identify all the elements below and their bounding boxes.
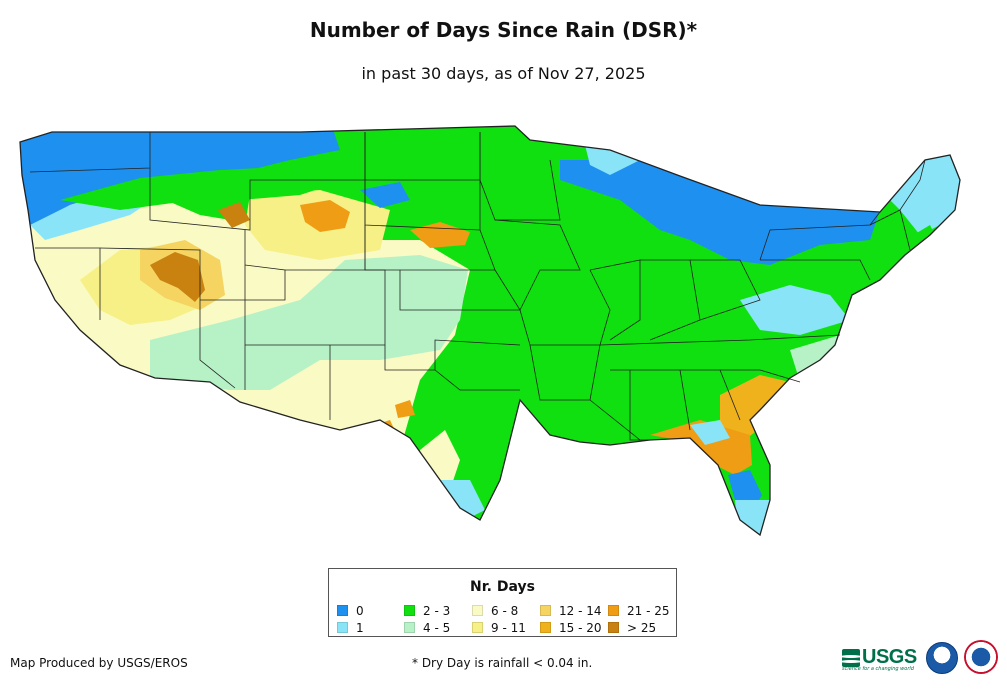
- region-wyoming-extreme: [300, 200, 350, 232]
- legend-swatch: [472, 605, 483, 616]
- legend-label: 1: [356, 620, 364, 635]
- legend-swatch: [337, 622, 348, 633]
- legend-title: Nr. Days: [470, 579, 535, 595]
- legend-swatch: [608, 622, 619, 633]
- region-northern-green-strip: [60, 166, 340, 210]
- region-dakota-blue: [360, 182, 410, 208]
- legend-item: 2 - 3: [404, 603, 472, 618]
- region-texas-orange: [395, 400, 415, 418]
- region-great-lakes-blue: [560, 160, 880, 265]
- region-southwest-mint: [150, 255, 468, 390]
- legend-label: 9 - 11: [491, 620, 526, 635]
- us-outline: [19, 125, 961, 537]
- legend-item: 12 - 14: [540, 603, 608, 618]
- region-east-coast-orange: [720, 375, 790, 440]
- legend-item: 15 - 20: [540, 620, 608, 635]
- credit-text: Map Produced by USGS/EROS: [10, 656, 188, 670]
- legend-label: 4 - 5: [423, 620, 451, 635]
- region-gulf-cyan: [690, 420, 730, 445]
- state-boundaries: [29, 132, 926, 441]
- usgs-logo: USGS: [842, 646, 917, 669]
- region-florida-south-cyan: [735, 500, 770, 535]
- legend-label: 2 - 3: [423, 603, 451, 618]
- region-idaho-orange: [218, 202, 250, 228]
- nws-logo-icon: [964, 640, 998, 674]
- legend-swatch: [404, 605, 415, 616]
- dsr-map: [19, 125, 961, 537]
- legend-label: 15 - 20: [559, 620, 602, 635]
- agency-logos: USGS science for a changing world: [842, 638, 1002, 688]
- map-title: Number of Days Since Rain (DSR)*: [309, 18, 698, 42]
- legend-grid: 0 2 - 3 6 - 8 12 - 14 21 - 25 1 4 - 5 9 …: [337, 603, 678, 635]
- legend-item: 1: [337, 620, 404, 635]
- region-appalachian-cyan: [740, 285, 850, 335]
- legend-item: 4 - 5: [404, 620, 472, 635]
- legend-swatch: [404, 622, 415, 633]
- usgs-tagline: science for a changing world: [842, 666, 914, 672]
- legend-label: > 25: [627, 620, 657, 635]
- region-texas-south-cyan: [440, 480, 485, 520]
- legend-swatch: [472, 622, 483, 633]
- legend-swatch: [540, 605, 551, 616]
- legend-label: 21 - 25: [627, 603, 670, 618]
- legend-swatch: [608, 605, 619, 616]
- legend-label: 6 - 8: [491, 603, 519, 618]
- legend-item: > 25: [608, 620, 678, 635]
- legend-item: 6 - 8: [472, 603, 540, 618]
- region-utah-extreme: [150, 252, 205, 302]
- usgs-wordmark: USGS: [862, 646, 917, 668]
- legend-swatch: [540, 622, 551, 633]
- legend-item: 9 - 11: [472, 620, 540, 635]
- map-subtitle: in past 30 days, as of Nov 27, 2025: [361, 64, 646, 83]
- legend-swatch: [337, 605, 348, 616]
- footnote-text: * Dry Day is rainfall < 0.04 in.: [412, 656, 593, 670]
- usgs-wave-icon: [842, 648, 860, 667]
- legend-label: 0: [356, 603, 364, 618]
- legend-label: 12 - 14: [559, 603, 602, 618]
- legend-item: 0: [337, 603, 404, 618]
- region-nebraska-orange: [410, 222, 470, 248]
- legend-item: 21 - 25: [608, 603, 678, 618]
- noaa-logo-icon: [926, 642, 958, 674]
- legend: Nr. Days 0 2 - 3 6 - 8 12 - 14 21 - 25 1…: [328, 568, 677, 637]
